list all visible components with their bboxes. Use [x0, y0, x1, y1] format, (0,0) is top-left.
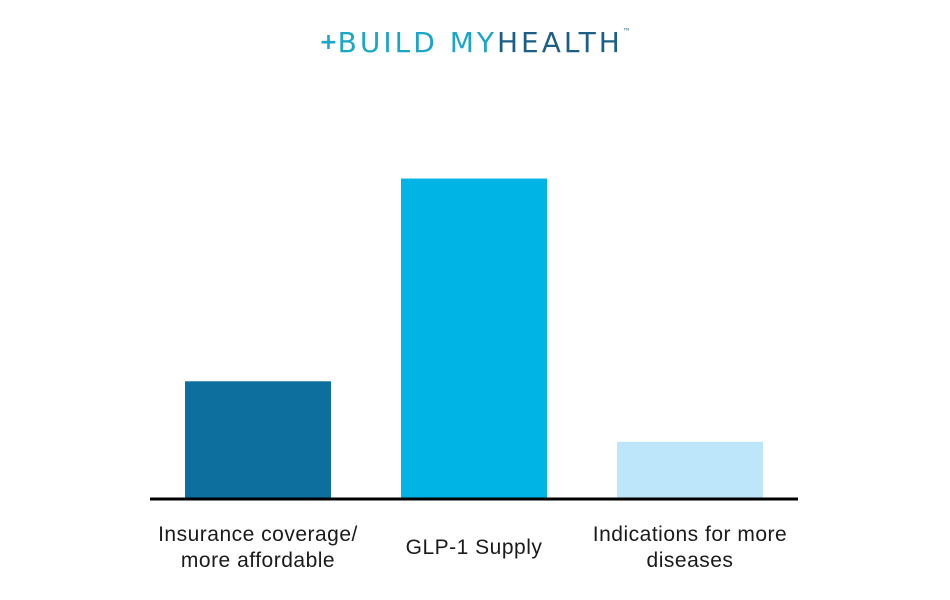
- x-tick-label-1-line-2: more affordable: [181, 549, 335, 572]
- logo-word-my: MY: [449, 26, 497, 59]
- bar-1: [185, 381, 331, 499]
- x-tick-label-3-line-2: diseases: [647, 549, 734, 572]
- bars-group: [185, 178, 763, 500]
- x-tick-label-2-line-1: GLP-1 Supply: [406, 536, 543, 559]
- x-tick-label-1-line-1: Insurance coverage/: [158, 523, 358, 546]
- bar-3: [617, 441, 763, 499]
- logo-word-health: HEALTH: [496, 26, 623, 59]
- brand-logo: +BUILD MYHEALTH™: [0, 28, 950, 57]
- x-tick-labels: Insurance coverage/more affordable GLP-1 …: [158, 523, 787, 572]
- logo-word-build: BUILD: [337, 26, 438, 59]
- x-tick-label-3-line-1: Indications for more: [593, 523, 787, 546]
- logo-trademark: ™: [622, 27, 631, 36]
- logo-plus-icon: +: [319, 30, 338, 55]
- bar-2: [401, 178, 547, 500]
